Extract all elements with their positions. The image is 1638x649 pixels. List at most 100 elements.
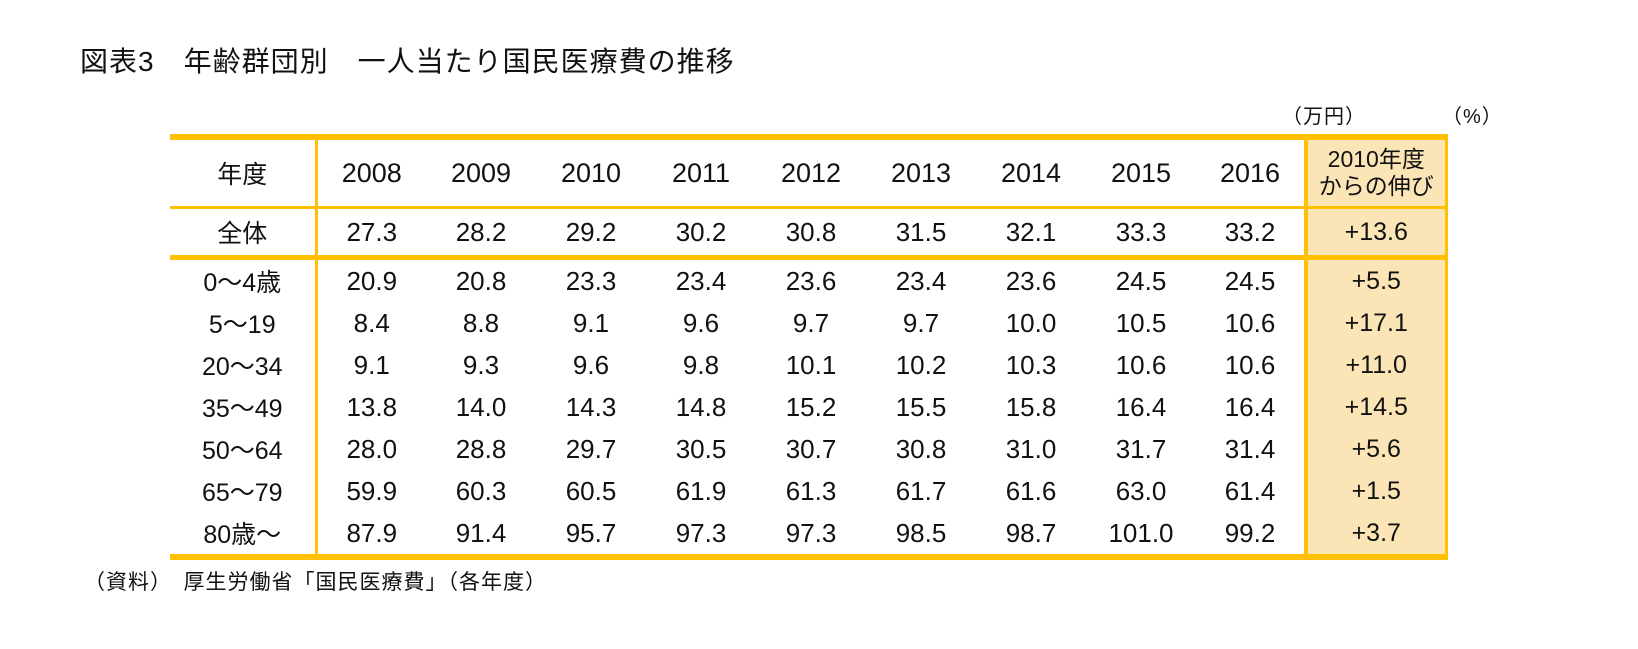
value-cell: 9.7 — [902, 307, 940, 338]
table-row: 50～64 28.0 28.8 29.7 30.5 30.7 30.8 31.0 31.7 31.… — [170, 428, 1448, 470]
growth-cell: +11.0 — [1304, 344, 1448, 386]
value-cell: 14.8 — [675, 391, 727, 422]
value-cell: 15.5 — [895, 391, 947, 422]
growth-cell: +13.6 — [1304, 207, 1448, 260]
value-cell: 23.4 — [675, 265, 727, 296]
header-row: 年度 2008 2009 2010 2011 2012 2013 2014 2015 2016 20… — [170, 137, 1448, 209]
growth-cell: +14.5 — [1304, 386, 1448, 428]
data-table: 年度 2008 2009 2010 2011 2012 2013 2014 2015 2016 20… — [170, 134, 1448, 560]
value-cell: 9.6 — [682, 307, 720, 338]
value-cell: 33.3 — [1086, 207, 1196, 260]
table-row: 65～79 59.9 60.3 60.5 61.9 61.3 61.7 61.6 63.0 61.… — [170, 470, 1448, 512]
value-cell: 28.0 — [346, 433, 398, 464]
unit-label-man-yen: （万円） — [1282, 106, 1366, 128]
table-head: 年度 2008 2009 2010 2011 2012 2013 2014 2015 2016 20… — [170, 137, 1448, 209]
value-cell: 31.0 — [1005, 433, 1057, 464]
value-cell: 30.5 — [675, 433, 727, 464]
table-body: 全体 27.3 28.2 29.2 30.2 30.8 31.5 32.1 33.3 33.2 +1… — [170, 207, 1448, 557]
value-cell: 15.8 — [1005, 391, 1057, 422]
value-cell: 16.4 — [1224, 391, 1276, 422]
value-cell: 30.8 — [895, 433, 947, 464]
row-label: 0～4歳 — [170, 257, 318, 302]
value-cell: 101.0 — [1108, 517, 1174, 548]
value-cell: 10.3 — [1005, 349, 1057, 380]
year-header: 2010 — [536, 137, 646, 209]
growth-cell: +1.5 — [1304, 470, 1448, 512]
value-cell: 61.9 — [675, 475, 727, 506]
value-cell: 33.2 — [1196, 207, 1306, 260]
value-cell: 10.2 — [895, 349, 947, 380]
value-cell: 9.7 — [792, 307, 830, 338]
table-row: 20～34 9.1 9.3 9.6 9.8 10.1 10.2 10.3 10.6 10.6 +11… — [170, 344, 1448, 386]
value-cell: 29.7 — [565, 433, 617, 464]
year-header: 2008 — [316, 137, 426, 209]
growth-cell: +17.1 — [1304, 302, 1448, 344]
value-cell: 91.4 — [455, 517, 507, 548]
value-cell: 61.6 — [1005, 475, 1057, 506]
value-cell: 95.7 — [565, 517, 617, 548]
unit-label-percent: （%） — [1442, 106, 1503, 128]
value-cell: 14.3 — [565, 391, 617, 422]
row-label: 5～19 — [170, 302, 318, 344]
row-label: 80歳～ — [170, 512, 318, 557]
value-cell: 28.2 — [426, 207, 536, 260]
value-cell: 31.5 — [866, 207, 976, 260]
year-header: 2009 — [426, 137, 536, 209]
figure-title: 図表3 年齢群団別 一人当たり国民医療費の推移 — [80, 46, 735, 77]
row-label: 50～64 — [170, 428, 318, 470]
value-cell: 31.4 — [1224, 433, 1276, 464]
value-cell: 16.4 — [1115, 391, 1167, 422]
value-cell: 10.6 — [1224, 349, 1276, 380]
year-header: 2015 — [1086, 137, 1196, 209]
value-cell: 97.3 — [785, 517, 837, 548]
row-label: 65～79 — [170, 470, 318, 512]
value-cell: 23.4 — [895, 265, 947, 296]
table-row: 0～4歳 20.9 20.8 23.3 23.4 23.6 23.4 23.6 24.5 24.5… — [170, 257, 1448, 302]
value-cell: 24.5 — [1115, 265, 1167, 296]
value-cell: 31.7 — [1115, 433, 1167, 464]
value-cell: 23.6 — [785, 265, 837, 296]
value-cell: 10.0 — [1005, 307, 1057, 338]
value-cell: 24.5 — [1224, 265, 1276, 296]
table-row: 5～19 8.4 8.8 9.1 9.6 9.7 9.7 10.0 10.5 10.6 +17.1 — [170, 302, 1448, 344]
year-header: 2013 — [866, 137, 976, 209]
value-cell: 9.8 — [682, 349, 720, 380]
value-cell: 30.8 — [756, 207, 866, 260]
value-cell: 27.3 — [316, 207, 426, 260]
value-cell: 20.8 — [455, 265, 507, 296]
value-cell: 63.0 — [1115, 475, 1167, 506]
year-header: 2014 — [976, 137, 1086, 209]
value-cell: 10.6 — [1115, 349, 1167, 380]
value-cell: 14.0 — [455, 391, 507, 422]
value-cell: 30.7 — [785, 433, 837, 464]
year-header: 2011 — [646, 137, 756, 209]
value-cell: 61.4 — [1224, 475, 1276, 506]
row-label: 20～34 — [170, 344, 318, 386]
growth-header: 2010年度 からの伸び — [1304, 137, 1448, 209]
growth-header-line: からの伸び — [1318, 173, 1434, 199]
value-cell: 9.3 — [462, 349, 500, 380]
growth-header-line: 2010年度 — [1327, 145, 1425, 172]
value-cell: 23.6 — [1005, 265, 1057, 296]
value-cell: 60.3 — [455, 475, 507, 506]
value-cell: 8.8 — [462, 307, 500, 338]
corner-header: 年度 — [170, 137, 318, 209]
source-note: （資料） 厚生労働省「国民医療費」（各年度） — [84, 571, 547, 594]
growth-cell: +3.7 — [1304, 512, 1448, 557]
value-cell: 29.2 — [536, 207, 646, 260]
row-label: 35～49 — [170, 386, 318, 428]
value-cell: 87.9 — [346, 517, 398, 548]
table-row: 全体 27.3 28.2 29.2 30.2 30.8 31.5 32.1 33.3 33.2 +1… — [170, 207, 1448, 260]
year-header: 2016 — [1196, 137, 1306, 209]
value-cell: 13.8 — [346, 391, 398, 422]
row-label: 全体 — [170, 207, 318, 260]
value-cell: 8.4 — [353, 307, 390, 338]
value-cell: 59.9 — [346, 475, 398, 506]
table-row: 80歳～ 87.9 91.4 95.7 97.3 97.3 98.5 98.7 101.0 99.… — [170, 512, 1448, 557]
value-cell: 10.5 — [1115, 307, 1167, 338]
growth-cell: +5.5 — [1304, 257, 1448, 302]
value-cell: 30.2 — [646, 207, 756, 260]
table-row: 35～49 13.8 14.0 14.3 14.8 15.2 15.5 15.8 16.4 16.… — [170, 386, 1448, 428]
value-cell: 61.3 — [785, 475, 837, 506]
year-header: 2012 — [756, 137, 866, 209]
